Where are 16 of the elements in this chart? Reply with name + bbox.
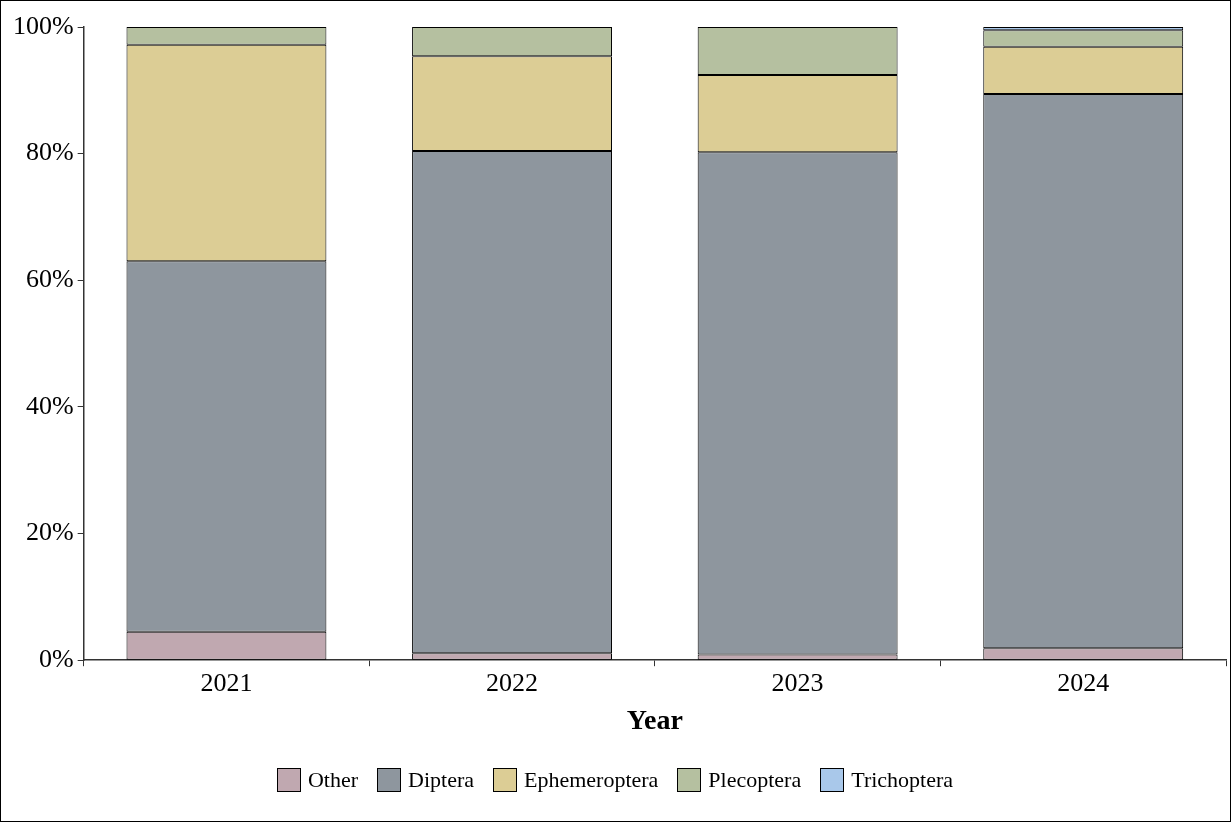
y-tick-label: 60%	[25, 264, 74, 294]
x-axis-title: Year	[626, 704, 683, 736]
legend-label: Trichoptera	[851, 767, 954, 793]
legend-label: Other	[307, 767, 359, 793]
y-tick-label: 20%	[25, 517, 74, 547]
x-tick-label: 2023	[771, 667, 824, 697]
y-tick-label: 80%	[25, 137, 74, 167]
y-tick-label: 0%	[38, 644, 74, 674]
legend-label: Ephemeroptera	[523, 767, 659, 793]
y-tick-label: 40%	[25, 390, 74, 420]
y-tick-label: 100%	[12, 10, 74, 40]
x-tick-label: 2022	[486, 667, 539, 697]
legend-label: Diptera	[408, 767, 474, 793]
legend-label: Plecoptera	[708, 767, 802, 793]
x-tick-label: 2021	[200, 667, 253, 697]
x-tick-label: 2024	[1057, 667, 1110, 697]
